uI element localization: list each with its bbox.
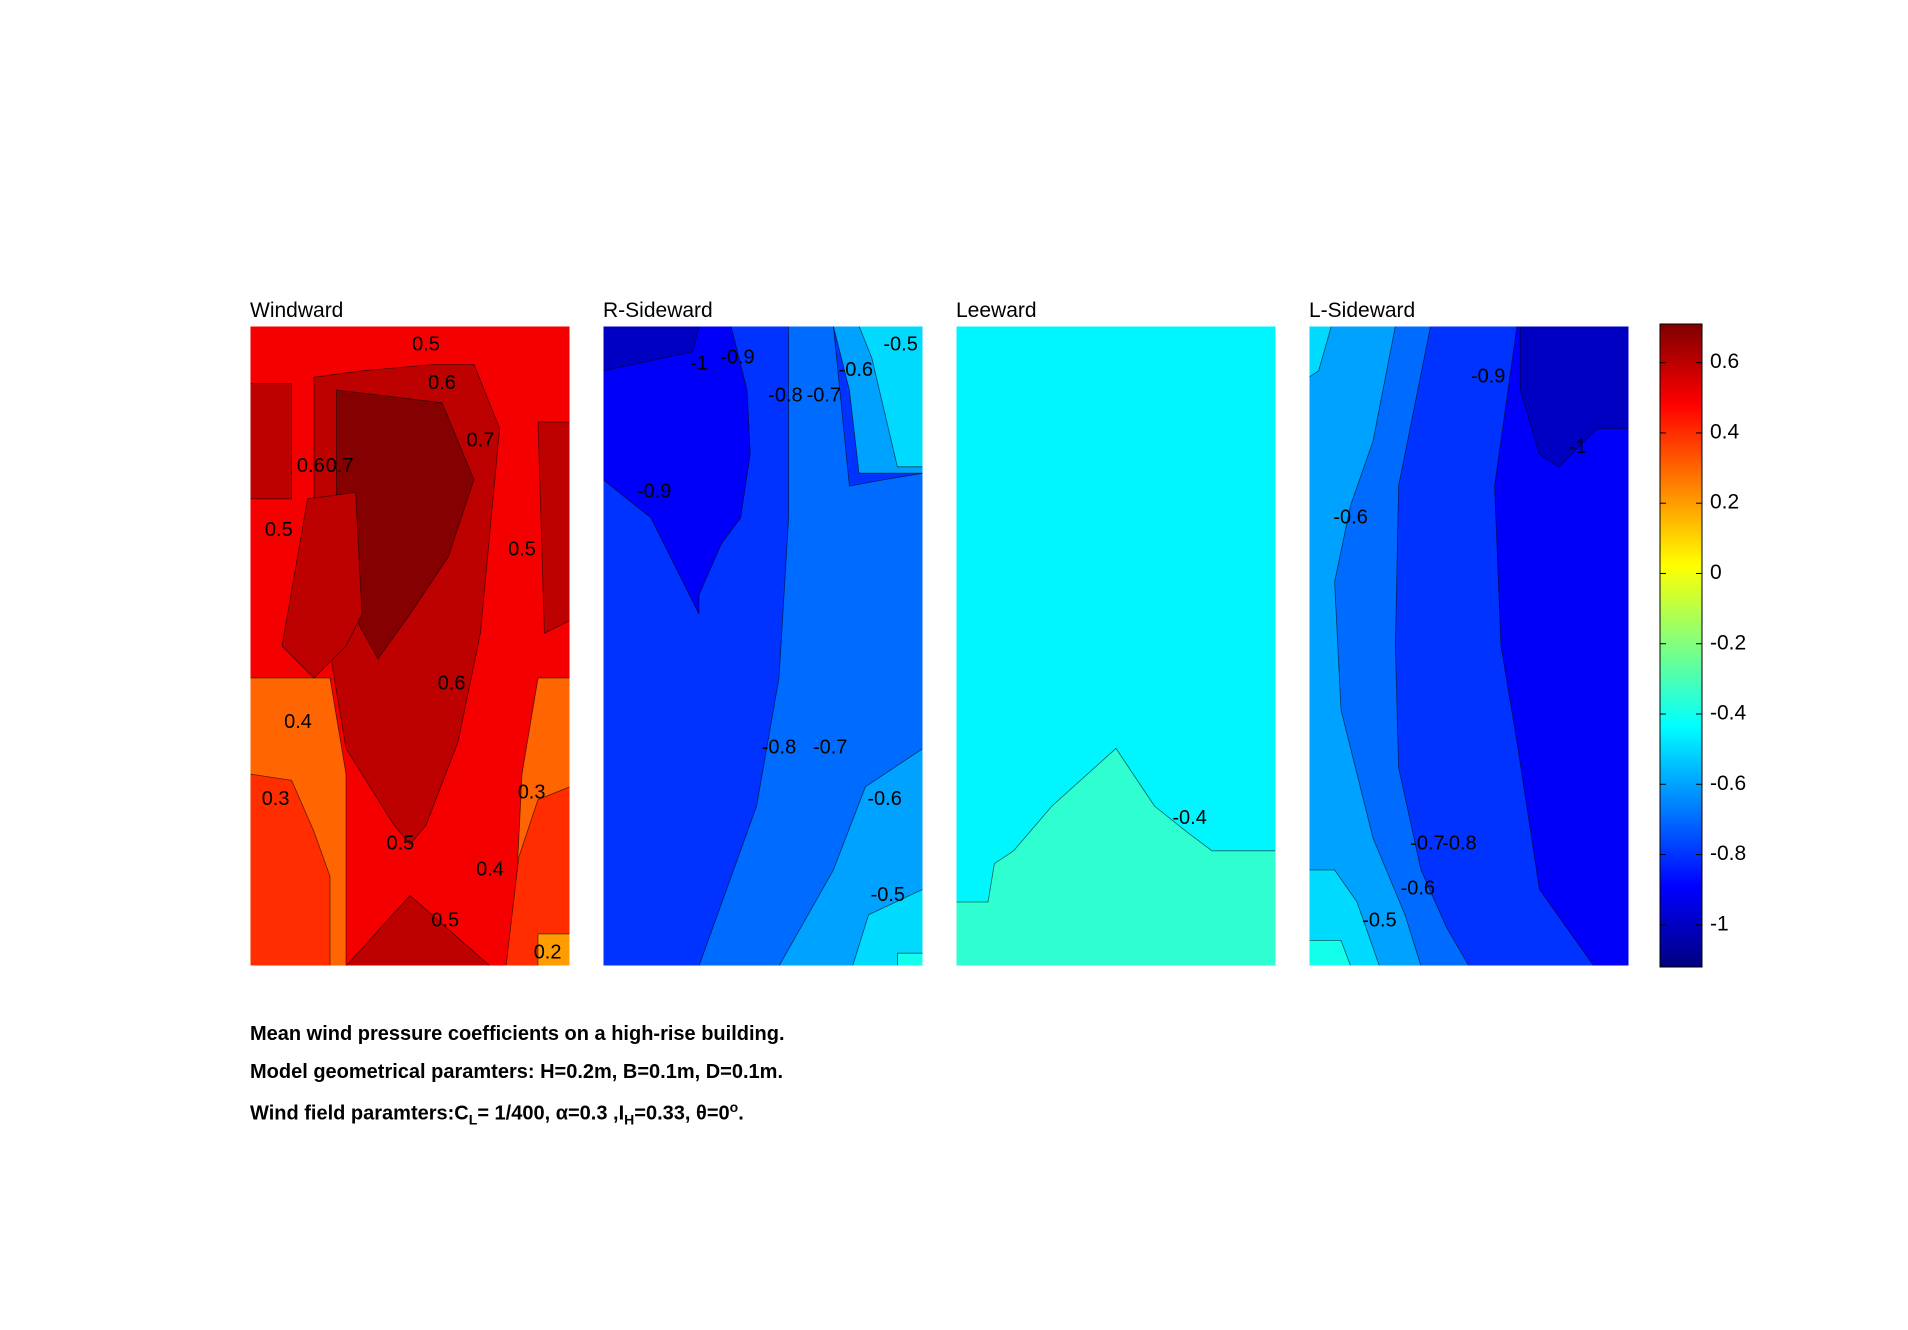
- contour-region-7: [603, 326, 700, 372]
- panel-title: R-Sideward: [603, 299, 713, 322]
- panel-windward: 0.50.60.70.6 0.70.50.50.60.40.3 0.30.50.40…: [249, 299, 571, 967]
- contour-label: -1: [1569, 436, 1587, 458]
- contour-label: 0.6: [297, 455, 325, 477]
- contour-label: -0.9: [1471, 365, 1505, 387]
- contour-region-4: [852, 888, 923, 966]
- panel-frame: [249, 325, 571, 967]
- contour-region-4: [537, 933, 570, 966]
- contour-region-2: [1309, 326, 1332, 378]
- contour-label: -0.8: [1442, 833, 1476, 855]
- contour-label: 0.7: [326, 455, 354, 477]
- contour-label: -0.4: [1172, 807, 1206, 829]
- panel-frame: [1308, 325, 1630, 967]
- caption-line-3-mid2: =0.33, θ=0: [634, 1102, 730, 1125]
- contour-region-6: [1519, 326, 1629, 468]
- contour-label: 0.3: [518, 781, 546, 803]
- colorbar-tick-label: -0.8: [1710, 842, 1746, 865]
- caption-line-3-sub-l: L: [468, 1111, 478, 1128]
- panel-leeward: -0.4 Leeward: [955, 299, 1277, 967]
- contour-region-0: [956, 747, 1276, 966]
- caption-line-3: Wind field paramters:CL= 1/400, α=0.3 ,I…: [250, 1099, 744, 1128]
- contour-region-5: [1494, 326, 1629, 966]
- contour-label: 0.5: [412, 333, 440, 355]
- panel-title: L-Sideward: [1309, 299, 1415, 322]
- contour-label: -0.5: [871, 884, 905, 906]
- contour-label: 0.6: [438, 673, 466, 695]
- contour-label: -0.5: [883, 333, 917, 355]
- contour-region-5: [897, 952, 923, 966]
- caption-line-3-sup-o: o: [729, 1099, 739, 1115]
- colorbar-tick-label: -0.4: [1710, 702, 1747, 725]
- contour-label: 0.5: [265, 519, 293, 541]
- contour-label: 0.6: [428, 372, 456, 394]
- contour-panels: 0.50.60.70.6 0.70.50.50.60.40.3 0.30.50.40…: [249, 299, 1630, 967]
- contour-region-10: [345, 895, 491, 966]
- contour-label: -0.8: [768, 385, 802, 407]
- contour-label: -0.6: [1401, 877, 1435, 899]
- colorbar-tick-label: -0.2: [1710, 631, 1746, 654]
- colorbar-tick-label: 0.6: [1710, 350, 1739, 373]
- colorbar-gradient: [1659, 323, 1703, 968]
- contour-label: 0.5: [508, 538, 536, 560]
- caption-line-2: Model geometrical paramters: H=0.2m, B=0…: [250, 1061, 783, 1083]
- contour-label: 0.7: [466, 429, 494, 451]
- contour-label: -1: [690, 353, 708, 375]
- panel-plot-area: [1309, 326, 1629, 966]
- contour-label: 0.5: [386, 833, 414, 855]
- contour-label: -0.9: [637, 481, 671, 503]
- contour-label: -0.6: [1333, 506, 1367, 528]
- contour-region-2: [250, 773, 331, 966]
- contour-label: 0.3: [262, 788, 290, 810]
- panel-title: Leeward: [956, 299, 1037, 322]
- contour-label: -0.7: [813, 737, 847, 759]
- panel-plot-area: [250, 326, 570, 966]
- panel-title: Windward: [250, 299, 343, 322]
- caption-line-3-suffix: .: [738, 1102, 744, 1125]
- caption-line-1: Mean wind pressure coefficients on a hig…: [250, 1023, 785, 1045]
- contour-label: 0.5: [431, 909, 459, 931]
- colorbar: 0.6 0.4 0.2 0 -0.2 -0.4 -0.6 -0.8 -1: [1659, 323, 1747, 968]
- contour-label: -0.6: [867, 788, 901, 810]
- panel-plot-area: [603, 326, 923, 966]
- contour-label: 0.2: [534, 941, 562, 963]
- contour-region-3: [858, 326, 923, 468]
- contour-region-1: [1309, 326, 1422, 966]
- contour-label: -0.6: [839, 359, 873, 381]
- contour-region-9: [281, 491, 363, 679]
- contour-label: -0.7: [1410, 833, 1444, 855]
- panel-plot-area: [956, 326, 1276, 966]
- contour-region-4: [1309, 940, 1352, 966]
- contour-region-5: [250, 383, 293, 500]
- colorbar-tick-label: -1: [1710, 912, 1729, 935]
- panel-l-sideward: -0.9-1-0.6-0.7-0.8-0.6-0.5L-Sideward: [1308, 299, 1630, 967]
- panel-r-sideward: -0.5-1 -0.9-0.6-0.8 -0.7-0.9-0.8 -0.7-0.6-0…: [602, 299, 924, 967]
- colorbar-tick-label: -0.6: [1710, 772, 1746, 795]
- contour-label: 0.4: [284, 711, 312, 733]
- colorbar-tick-label: 0: [1710, 561, 1722, 584]
- contour-label: -0.5: [1362, 909, 1396, 931]
- caption-line-3-mid1: = 1/400, α=0.3 ,I: [477, 1102, 625, 1125]
- colorbar-tick-label: 0.2: [1710, 491, 1739, 514]
- colorbar-tick-label: 0.4: [1710, 420, 1740, 443]
- caption-line-3-prefix: Wind field paramters:C: [250, 1102, 469, 1125]
- contour-region-6: [537, 421, 570, 634]
- contour-region-6: [603, 326, 751, 615]
- contour-label: -0.7: [807, 385, 841, 407]
- contour-label: -0.8: [762, 737, 796, 759]
- panel-frame: [955, 325, 1277, 967]
- contour-label: -0.9: [720, 346, 754, 368]
- contour-region-3: [505, 786, 570, 966]
- caption-line-3-sub-h: H: [624, 1111, 635, 1128]
- contour-label: 0.4: [476, 858, 504, 880]
- panel-frame: [602, 325, 924, 967]
